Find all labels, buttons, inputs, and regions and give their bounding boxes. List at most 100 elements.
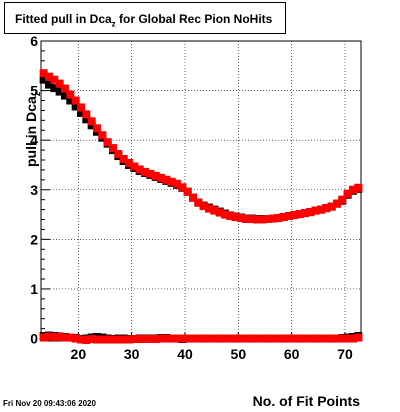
data-point	[242, 215, 251, 224]
series-1	[39, 69, 363, 224]
data-point	[354, 333, 363, 342]
x-tick-label: 70	[337, 346, 353, 362]
data-point	[322, 204, 331, 213]
data-point	[130, 335, 139, 344]
data-point	[50, 333, 59, 342]
data-point	[173, 334, 181, 343]
data-point	[338, 334, 347, 343]
y-tick-label: 2	[30, 231, 38, 247]
data-point	[119, 155, 128, 164]
data-point	[82, 115, 91, 124]
data-point	[343, 334, 352, 343]
data-point	[39, 333, 48, 342]
data-point	[77, 108, 85, 117]
data-points	[39, 69, 363, 345]
x-tick-label: 40	[177, 346, 193, 362]
data-point	[157, 173, 165, 182]
data-point	[189, 334, 197, 343]
data-point	[98, 335, 107, 344]
data-point	[55, 87, 64, 96]
data-point	[66, 333, 75, 342]
x-tick-label: 50	[231, 346, 247, 362]
data-point	[311, 206, 320, 215]
data-point	[55, 79, 64, 88]
data-point	[274, 334, 283, 343]
x-tick-label: 30	[124, 346, 140, 362]
data-point	[263, 215, 272, 224]
data-point	[98, 131, 107, 140]
data-point	[210, 206, 219, 215]
data-point	[301, 334, 309, 343]
data-point	[317, 334, 325, 343]
data-point	[45, 72, 53, 81]
data-point	[258, 334, 267, 343]
data-point	[338, 195, 347, 204]
data-point	[109, 335, 117, 344]
data-point	[119, 335, 128, 344]
data-point	[50, 75, 59, 84]
data-point	[183, 187, 192, 196]
data-point	[317, 205, 325, 214]
data-point	[93, 335, 101, 344]
data-point	[125, 335, 133, 344]
x-axis-label: No. of Fit Points	[252, 393, 360, 409]
data-point	[45, 80, 53, 89]
data-point	[327, 202, 336, 211]
data-point	[66, 90, 75, 99]
series-3	[39, 332, 363, 345]
data-point	[103, 335, 112, 344]
data-point	[151, 335, 160, 344]
y-tick-label: 4	[30, 132, 38, 148]
data-point	[215, 208, 224, 217]
data-point	[247, 334, 256, 343]
data-point	[167, 177, 176, 186]
data-point	[162, 334, 171, 343]
data-point	[247, 215, 256, 224]
y-axis-label: pull in Dcaz	[23, 91, 42, 167]
data-point	[71, 102, 80, 111]
data-point	[205, 204, 213, 213]
data-point	[82, 336, 91, 345]
data-point	[130, 162, 139, 171]
data-point	[311, 334, 320, 343]
data-point	[322, 334, 331, 343]
data-point	[349, 334, 357, 343]
data-point	[135, 165, 144, 174]
data-point	[189, 193, 197, 202]
data-point	[226, 212, 235, 221]
data-point	[333, 199, 341, 208]
data-point	[93, 124, 101, 133]
data-point	[39, 69, 48, 78]
y-tick-label: 0	[30, 331, 38, 347]
data-point	[109, 144, 117, 153]
data-point	[114, 335, 123, 344]
data-point	[71, 96, 80, 105]
data-point	[199, 334, 208, 343]
data-point	[306, 334, 315, 343]
data-point	[231, 334, 240, 343]
datestamp: Fri Nov 20 09:43:06 2020	[3, 399, 96, 408]
data-point	[141, 167, 149, 176]
chart-title-box: Fitted pull in Dcaz for Global Rec Pion …	[4, 2, 286, 34]
data-point	[290, 211, 299, 220]
data-point	[66, 96, 75, 105]
data-point	[253, 215, 261, 224]
data-point	[151, 171, 160, 180]
data-point	[194, 198, 203, 207]
data-point	[343, 189, 352, 198]
data-point	[221, 334, 229, 343]
data-point	[141, 335, 149, 344]
data-point	[61, 91, 69, 100]
plot-frame	[40, 40, 362, 342]
data-point	[162, 175, 171, 184]
data-point	[295, 334, 304, 343]
y-tick-label: 1	[30, 281, 38, 297]
x-tick-label: 20	[71, 346, 87, 362]
data-point	[210, 334, 219, 343]
data-point	[269, 334, 277, 343]
data-point	[333, 334, 341, 343]
data-point	[215, 334, 224, 343]
y-tick-label: 5	[30, 83, 38, 99]
data-point	[178, 183, 187, 192]
